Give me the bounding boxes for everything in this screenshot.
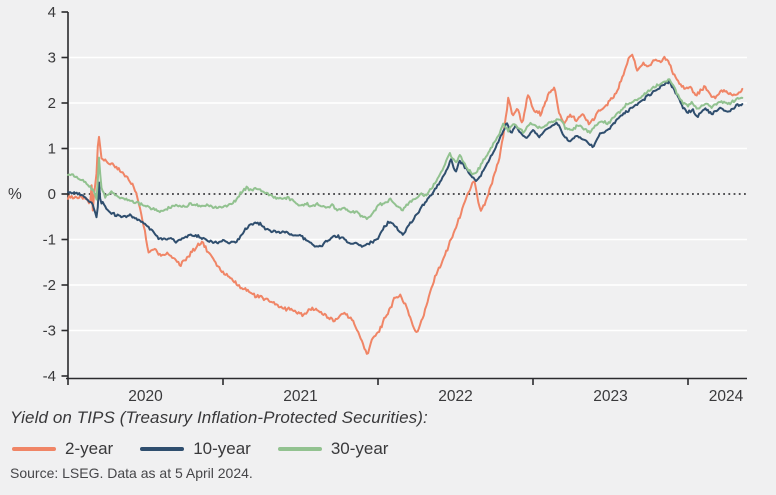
svg-text:0: 0 (48, 186, 56, 203)
legend-item-10-year: 10-year (140, 439, 251, 459)
svg-text:4: 4 (48, 4, 56, 21)
svg-text:-2: -2 (43, 277, 56, 294)
legend-swatch-10-year (140, 447, 185, 451)
chart-caption: Yield on TIPS (Treasury Inflation-Protec… (10, 408, 428, 427)
y-axis-unit-label: % (8, 186, 22, 203)
svg-text:2023: 2023 (593, 388, 627, 405)
legend-label-10-year: 10-year (193, 439, 251, 458)
svg-text:2: 2 (48, 95, 56, 112)
series-line-10-year (67, 78, 744, 248)
legend-item-2-year: 2-year (12, 439, 113, 459)
series-lines (67, 53, 744, 355)
svg-text:%: % (8, 186, 22, 203)
chart-legend: 2-year 10-year 30-year (12, 439, 415, 459)
legend-label-2-year: 2-year (65, 439, 114, 458)
svg-text:1: 1 (48, 141, 56, 158)
series-line-2-year (67, 53, 744, 355)
legend-label-30-year: 30-year (330, 439, 389, 458)
axes (66, 12, 747, 380)
yield-line-chart: 4 3 2 1 0 -1 -2 -3 -4% 2020 2021 2022 2023 2024 (8, 4, 747, 405)
legend-swatch-30-year (277, 447, 322, 451)
svg-text:2021: 2021 (283, 388, 317, 405)
series-line-30-year (67, 78, 744, 221)
svg-text:-1: -1 (43, 232, 56, 249)
svg-text:-3: -3 (43, 323, 56, 340)
x-axis-labels: 2020 2021 2022 2023 2024 (67, 378, 744, 405)
svg-text:2020: 2020 (128, 388, 163, 405)
y-axis-labels: 4 3 2 1 0 -1 -2 -3 -4 (43, 4, 68, 385)
source-note: Source: LSEG. Data as at 5 April 2024. (10, 465, 253, 481)
legend-item-30-year: 30-year (277, 439, 389, 459)
legend-swatch-2-year (12, 447, 56, 451)
svg-text:2024: 2024 (709, 388, 744, 405)
svg-text:3: 3 (48, 50, 56, 67)
svg-text:2022: 2022 (438, 388, 472, 405)
svg-text:-4: -4 (43, 368, 56, 385)
